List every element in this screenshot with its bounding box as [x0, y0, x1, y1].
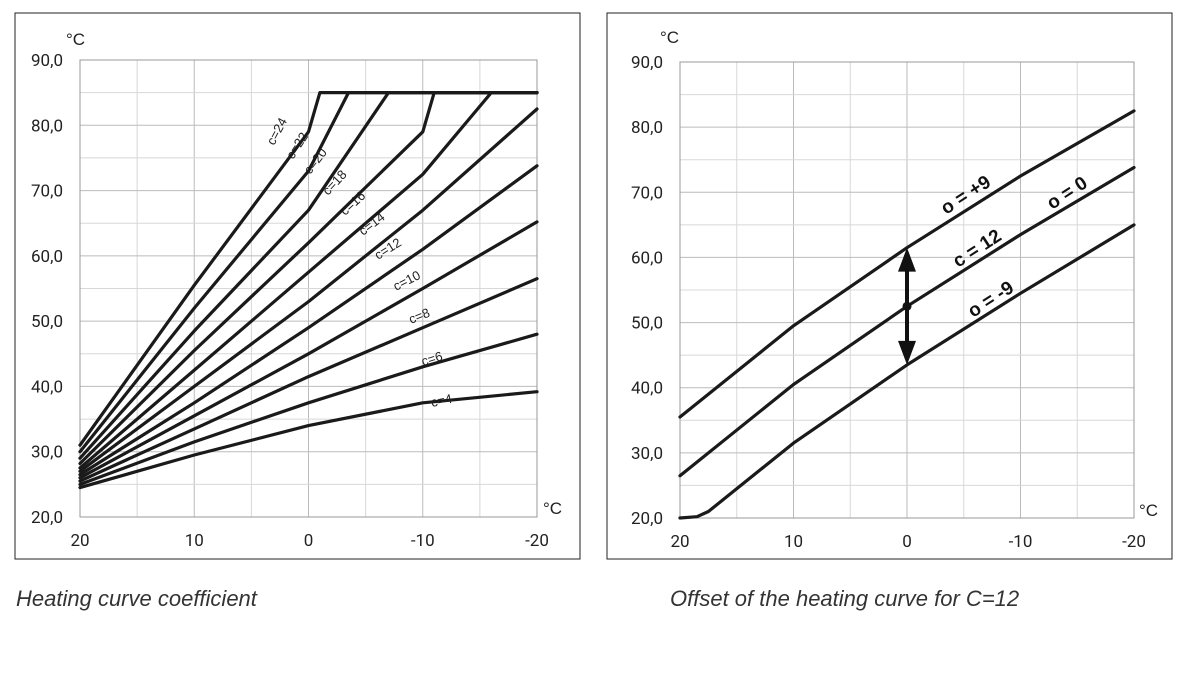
series-line-c14 — [78, 107, 539, 473]
series-label: o = -9 — [964, 277, 1018, 322]
x-tick-label: -20 — [1122, 532, 1146, 552]
series-label: c=14 — [356, 209, 388, 238]
offset-arrow-down-head — [898, 340, 916, 365]
series-line-c6 — [78, 332, 539, 486]
series-label: c=24 — [263, 115, 290, 147]
right-caption: Offset of the heating curve for C=12 — [670, 586, 1020, 611]
series-line-c4 — [78, 390, 539, 490]
y-tick-label: 30,0 — [631, 444, 663, 464]
y-tick-label: 80,0 — [631, 118, 663, 138]
x-tick-label: 0 — [902, 532, 912, 552]
plot-area — [679, 61, 1135, 519]
y-tick-label: 80,0 — [31, 116, 63, 136]
series-label: c=4 — [430, 391, 454, 410]
right-chart: 20 10 0 -10 -20 20,0 30,0 40,0 50,0 60,0 70,0 80,0 9… — [631, 53, 1146, 552]
x-tick-label: 10 — [185, 531, 204, 551]
series-label: c=16 — [337, 188, 368, 218]
y-tick-label: 90,0 — [31, 51, 63, 71]
x-tick-label: 0 — [304, 531, 314, 551]
right-y-unit: °C — [660, 28, 679, 47]
y-tick-label: 90,0 — [631, 53, 663, 73]
series-label: c=6 — [419, 348, 444, 369]
plot-area — [79, 59, 538, 518]
y-tick-label: 70,0 — [31, 182, 63, 202]
series-line-c12 — [78, 164, 539, 477]
left-panel-frame — [14, 12, 581, 560]
x-tick-label: 20 — [670, 532, 689, 552]
series-label: c=8 — [407, 305, 432, 327]
x-tick-label: -10 — [411, 531, 435, 551]
left-chart: 20 10 0 -10 -20 20,0 30,0 40,0 50,0 60,0 70,0 80,0 9… — [31, 51, 549, 551]
x-tick-label: 20 — [70, 531, 89, 551]
y-tick-label: 20,0 — [631, 509, 663, 529]
series-line-o9 — [678, 223, 1136, 520]
left-y-unit: °C — [66, 30, 85, 49]
x-tick-label: 10 — [784, 532, 803, 552]
y-tick-label: 70,0 — [631, 183, 663, 203]
series-line-c10 — [78, 220, 539, 480]
right-panel-frame — [606, 12, 1173, 560]
offset-origin-point — [902, 301, 912, 311]
y-tick-label: 30,0 — [31, 443, 63, 463]
x-tick-label: -20 — [525, 531, 549, 551]
series-line-c8 — [78, 277, 539, 483]
y-tick-label: 40,0 — [631, 379, 663, 399]
left-x-unit: °C — [543, 499, 562, 518]
left-caption: Heating curve coefficient — [16, 586, 257, 611]
x-tick-label: -10 — [1009, 532, 1033, 552]
offset-arrow-up-head — [898, 247, 916, 272]
series-line-c24 — [78, 91, 539, 447]
y-tick-label: 40,0 — [31, 377, 63, 397]
y-tick-label: 60,0 — [631, 248, 663, 268]
y-tick-label: 50,0 — [31, 312, 63, 332]
y-tick-label: 60,0 — [31, 247, 63, 267]
y-tick-label: 20,0 — [31, 508, 63, 528]
right-x-unit: °C — [1139, 501, 1158, 520]
y-tick-label: 50,0 — [631, 314, 663, 334]
